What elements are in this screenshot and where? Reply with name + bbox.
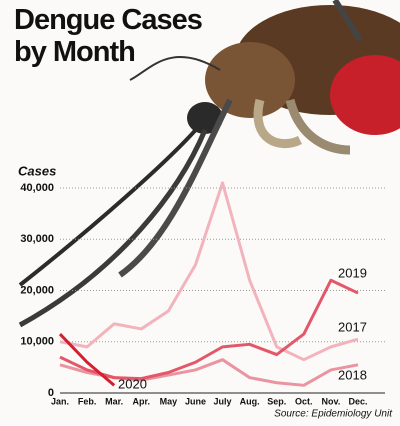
series-line (59, 278, 359, 381)
y-tick-label: 0 (48, 387, 54, 399)
x-tick-label: Oct. (295, 396, 313, 406)
x-tick-label: Jan. (51, 396, 69, 406)
mosquito-illustration (18, 0, 400, 328)
x-tick-label: Nov. (321, 396, 340, 406)
x-tick-label: Aug. (240, 396, 260, 406)
x-tick-label: May (160, 396, 178, 406)
series-label: 2020 (118, 376, 147, 391)
y-tick-label: 10,000 (20, 336, 54, 348)
y-axis-title: Cases (18, 163, 56, 178)
x-tick-label: Sep. (267, 396, 286, 406)
x-tick-label: July (214, 396, 232, 406)
source-note: Source: Epidemiology Unit (274, 409, 393, 420)
y-tick-label: 30,000 (20, 233, 54, 245)
series-line (58, 333, 116, 387)
x-tick-label: June (185, 396, 206, 406)
series-line (59, 358, 359, 387)
y-tick-label: 40,000 (20, 182, 54, 194)
series-label: 2019 (338, 265, 367, 280)
x-tick-label: Apr. (133, 396, 151, 406)
series-line (59, 181, 359, 362)
x-tick-label: Mar. (105, 396, 123, 406)
x-tick-label: Feb. (78, 396, 97, 406)
chart-title: Dengue Cases by Month (14, 4, 203, 68)
series-label: 2017 (338, 319, 367, 334)
series-label: 2018 (338, 367, 367, 382)
y-tick-label: 20,000 (20, 284, 54, 296)
x-tick-label: Dec. (348, 396, 367, 406)
